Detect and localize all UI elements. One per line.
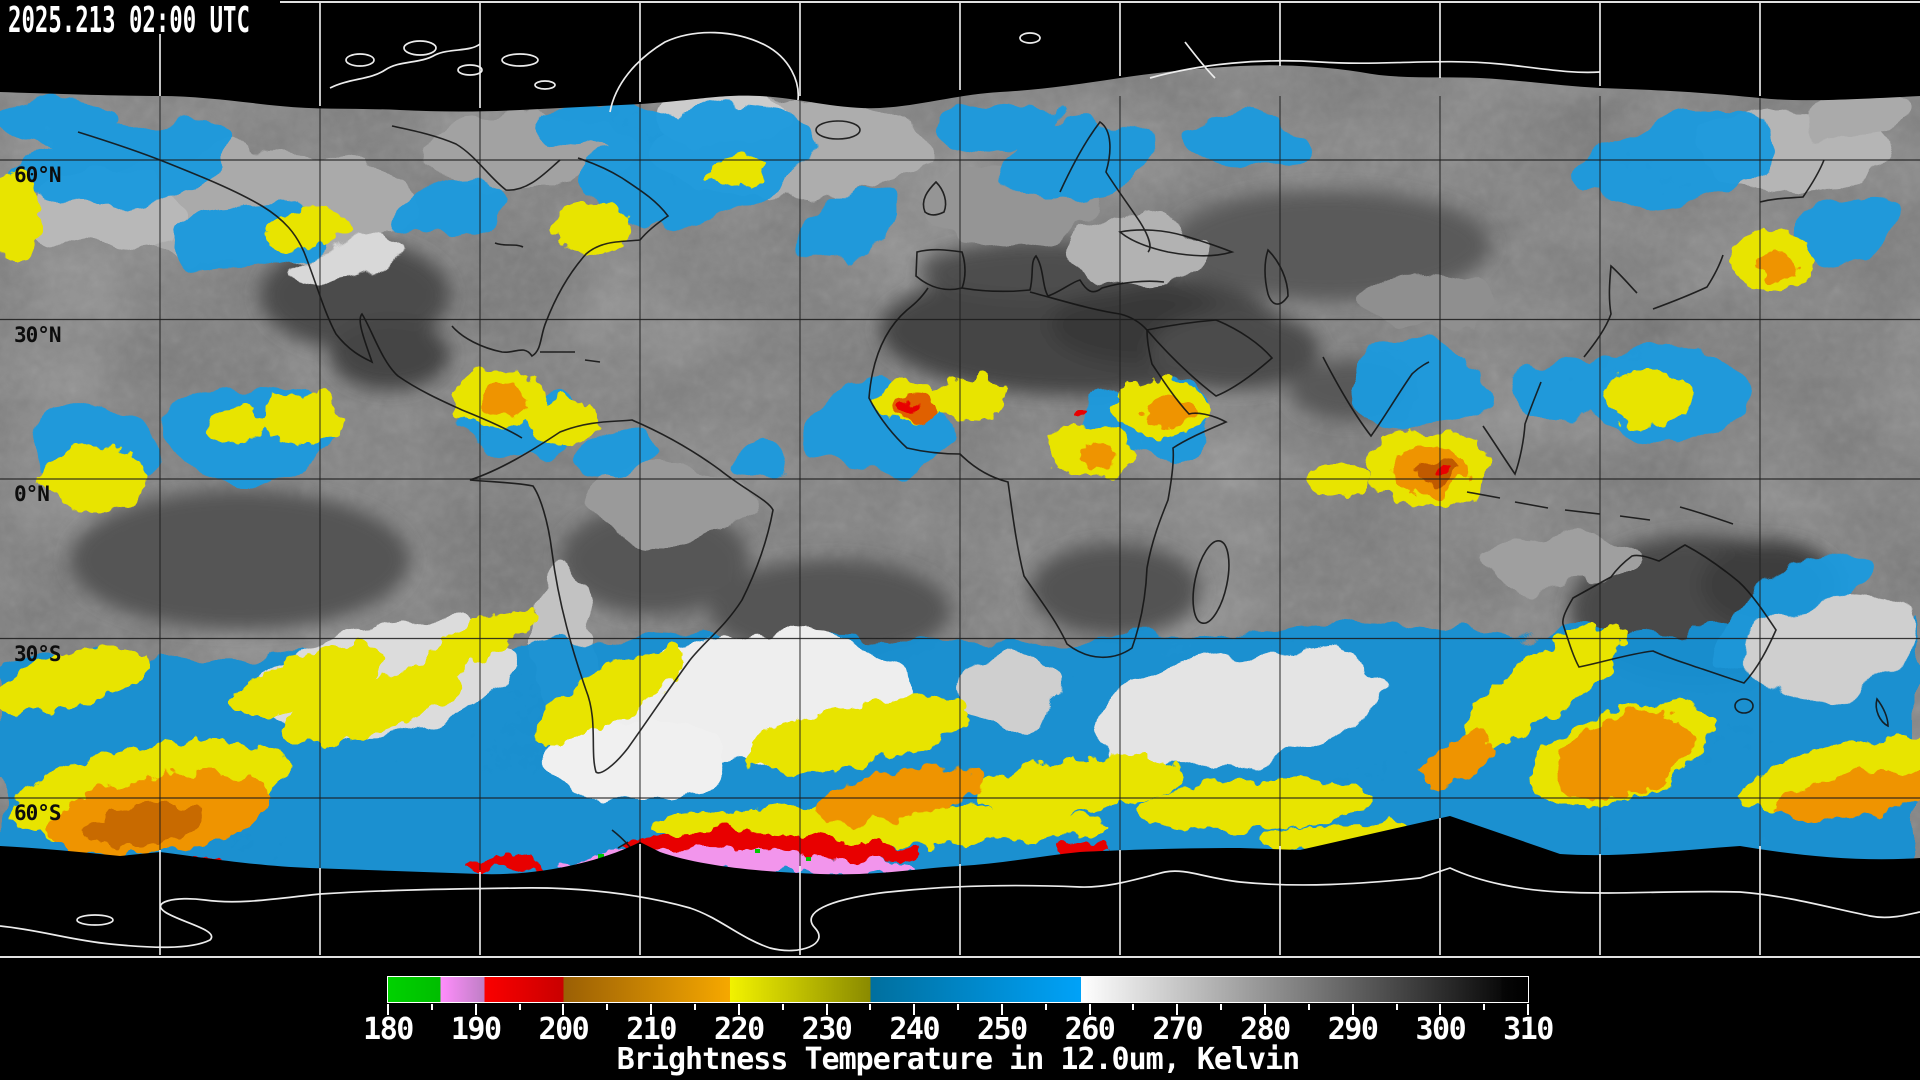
- colorbar-gradient: [388, 977, 1528, 1002]
- colorbar-major-tick: [913, 1004, 916, 1015]
- colorbar-minor-tick: [957, 1004, 959, 1010]
- colorbar-tick-label: 210: [626, 1012, 677, 1047]
- latitude-label: 60°S: [14, 801, 62, 825]
- colorbar-minor-tick: [606, 1004, 609, 1010]
- graticule-dark: [0, 96, 1920, 870]
- latitude-label: 30°N: [14, 322, 62, 347]
- colorbar-tick-label: 200: [538, 1012, 590, 1047]
- latitude-label: 0°N: [14, 482, 50, 506]
- latitude-label: 30°S: [14, 641, 62, 666]
- colorbar-major-tick: [737, 1004, 740, 1015]
- colorbar-tick-label: 220: [713, 1012, 765, 1047]
- warm-surface-regions: [70, 190, 1840, 685]
- graticule-white: [159, 3, 1761, 955]
- colorbar-major-tick: [562, 1004, 565, 1015]
- colorbar-tick-label: 260: [1064, 1012, 1116, 1047]
- colorbar-major-tick: [650, 1004, 653, 1015]
- colorbar-tick-label: 290: [1327, 1012, 1379, 1047]
- colorbar-title: Brightness Temperature in 12.0um, Kelvin: [616, 1042, 1300, 1077]
- colorbar-major-tick: [1088, 1004, 1091, 1015]
- colorbar-minor-tick: [869, 1004, 872, 1010]
- colorbar-minor-tick: [1483, 1004, 1486, 1010]
- colorbar-tick-label: 250: [976, 1012, 1028, 1047]
- colorbar-major-tick: [1527, 1004, 1529, 1015]
- colorbar-major-tick: [474, 1004, 477, 1015]
- colorbar-minor-tick: [430, 1004, 433, 1010]
- colorbar-major-tick: [1000, 1004, 1003, 1015]
- global-ir-satellite-map: [0, 1, 1920, 958]
- latitude-label: 60°N: [14, 163, 62, 187]
- colorbar-minor-tick: [518, 1004, 521, 1010]
- colorbar-tick-label: 300: [1415, 1012, 1466, 1047]
- colorbar-major-tick: [387, 1004, 389, 1015]
- colorbar-major-tick: [1439, 1004, 1442, 1015]
- colorbar-tick-label: 240: [889, 1012, 940, 1047]
- colorbar-tick-label: 280: [1240, 1012, 1291, 1047]
- colorbar-minor-tick: [1132, 1004, 1135, 1010]
- colorbar-minor-tick: [1395, 1004, 1398, 1010]
- colorbar-tick-label: 310: [1503, 1012, 1554, 1047]
- colorbar-major-tick: [1263, 1004, 1266, 1015]
- colorbar-minor-tick: [1044, 1004, 1047, 1010]
- colorbar-minor-tick: [693, 1004, 696, 1010]
- colorbar-minor-tick: [1307, 1004, 1310, 1010]
- map-border-lines: [0, 1, 1920, 958]
- colorbar-major-tick: [1351, 1004, 1354, 1015]
- timestamp: 2025.213 02:00 UTC: [8, 0, 250, 41]
- colorbar-tick-label: 230: [801, 1012, 853, 1047]
- colorbar-tick-label: 190: [450, 1012, 502, 1047]
- colorbar-tick-label: 270: [1152, 1012, 1203, 1047]
- colorbar-minor-tick: [781, 1004, 784, 1010]
- coastlines: [77, 120, 1889, 883]
- colorbar-major-tick: [1176, 1004, 1179, 1015]
- colorbar-major-tick: [825, 1004, 828, 1015]
- colorbar-tick-label: 180: [363, 1012, 414, 1047]
- colorbar-minor-tick: [1220, 1004, 1223, 1010]
